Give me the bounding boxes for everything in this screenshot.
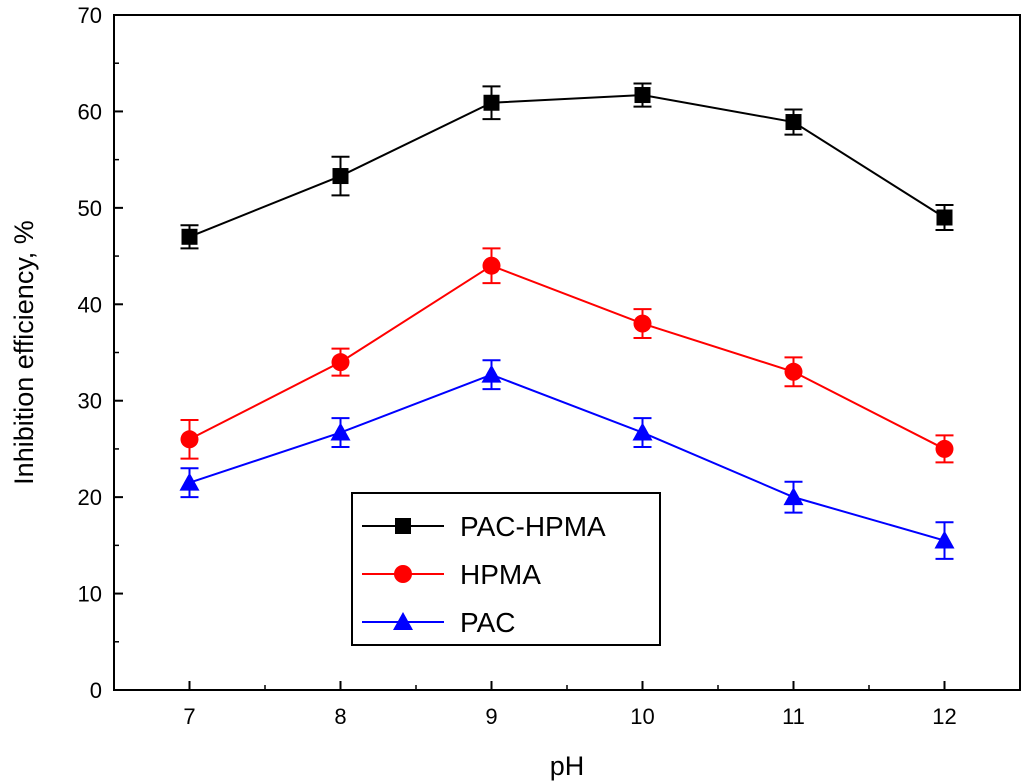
x-tick-label: 8: [334, 704, 346, 729]
series-hpma: [180, 247, 954, 464]
y-tick-label: 60: [78, 99, 102, 124]
x-tick-label: 7: [183, 704, 195, 729]
data-point: [783, 487, 804, 506]
data-point: [634, 87, 651, 104]
data-point: [332, 168, 349, 185]
y-tick-label: 20: [78, 485, 102, 510]
data-point: [632, 422, 653, 441]
data-point: [633, 314, 652, 333]
data-point: [181, 228, 198, 245]
data-point: [483, 94, 500, 111]
y-tick-label: 30: [78, 389, 102, 414]
legend-label: PAC-HPMA: [460, 511, 606, 542]
data-point: [180, 430, 199, 449]
x-tick-label: 10: [630, 704, 654, 729]
data-point: [934, 530, 955, 549]
legend-marker: [394, 565, 412, 583]
data-point: [330, 422, 351, 441]
series-pac: [179, 359, 955, 560]
legend-marker: [395, 518, 411, 534]
data-point: [179, 472, 200, 491]
data-point: [785, 114, 802, 131]
y-tick-label: 10: [78, 582, 102, 607]
data-point: [935, 439, 954, 458]
legend-label: PAC: [460, 607, 516, 638]
data-point: [482, 256, 501, 275]
x-tick-label: 11: [782, 704, 805, 729]
series-layer: [179, 82, 955, 560]
series-line: [189, 373, 945, 542]
data-point: [784, 362, 803, 381]
x-axis-title: pH: [550, 751, 585, 781]
axes: 0 10 20 30 40 50 60 70 7 8 9 10 11 12: [78, 3, 957, 729]
series-line: [189, 94, 946, 238]
legend-marker: [393, 612, 413, 630]
legend: PAC-HPMA HPMA PAC: [351, 492, 661, 646]
series-pac-hpma: [180, 82, 954, 250]
y-tick-label: 40: [78, 292, 102, 317]
y-tick-label: 0: [90, 678, 102, 703]
y-axis-title: Inhibition efficiency, %: [9, 220, 39, 485]
y-tick-label: 70: [78, 3, 102, 28]
y-tick-label: 50: [78, 196, 102, 221]
data-point: [331, 353, 350, 372]
data-point: [481, 364, 502, 383]
series-line: [189, 264, 945, 450]
x-tick-label: 9: [485, 704, 497, 729]
x-tick-label: 12: [932, 704, 956, 729]
data-point: [936, 209, 953, 226]
legend-label: HPMA: [460, 559, 541, 590]
